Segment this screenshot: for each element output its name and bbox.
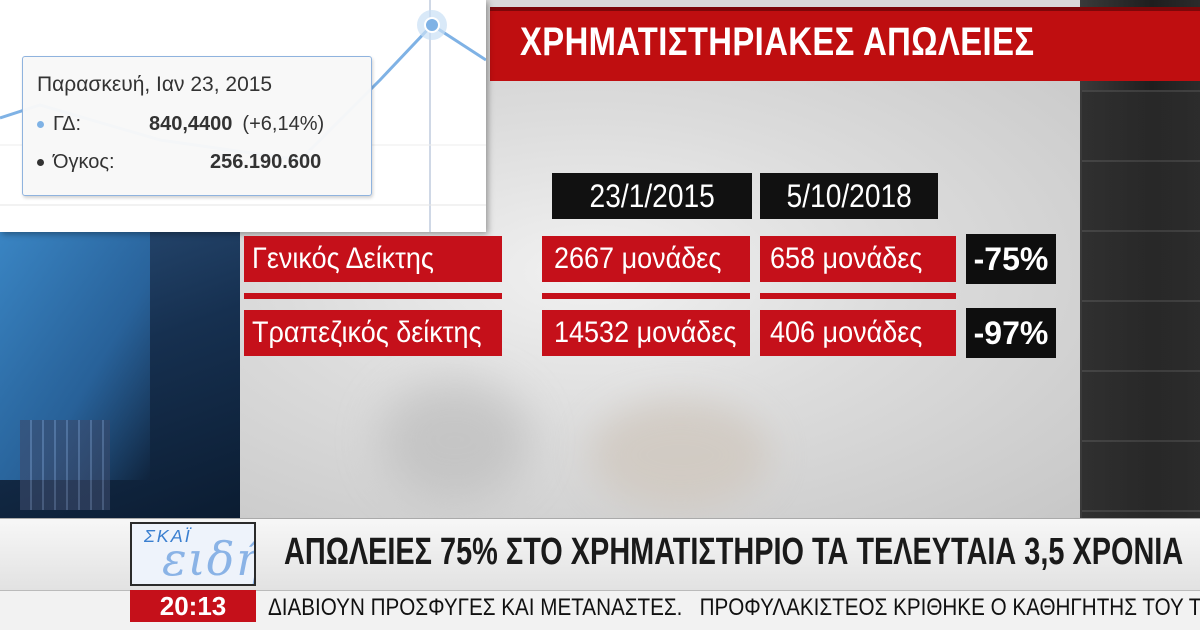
row-separator [244,293,502,299]
tooltip-index-label: ΓΔ: [53,113,82,135]
background-blur-shape [590,400,770,510]
tooltip-index-change: (+6,14%) [242,113,325,135]
change-badge-bank: -97% [966,308,1056,358]
tooltip-index-row: ΓΔ: 840,4400 (+6,14%) [37,113,324,136]
ticker-text: ΔΙΑΒΙΟΥΝ ΠΡΟΣΦΥΓΕΣ ΚΑΙ ΜΕΤΑΝΑΣΤΕΣ. ΠΡΟΦΥ… [268,594,1200,621]
volume-dot-icon [37,159,44,167]
row-label-bank-index: Τραπεζικός δείκτης [244,310,502,356]
lower-third-title: ΑΠΩΛΕΙΕΣ 75% ΣΤΟ ΧΡΗΜΑΤΙΣΤΗΡΙΟ ΤΑ ΤΕΛΕΥΤ… [284,531,1184,573]
tooltip-volume-row: Όγκος: 256.190.600 [37,151,321,174]
series-dot-icon [37,121,44,129]
value-general-2018: 658 μονάδες [760,236,956,282]
tooltip-volume-label: Όγκος: [53,151,115,173]
tooltip-volume-value: 256.190.600 [210,151,322,173]
background-screens [20,420,110,510]
row-label-general-index: Γενικός Δείκτης [244,236,502,282]
background-blur-shape [380,380,530,500]
tooltip-index-value: 840,4400 [149,113,233,135]
background-right-detail [1082,90,1200,520]
change-badge-general: -75% [966,234,1056,284]
value-bank-2018: 406 μονάδες [760,310,956,356]
logo-brand-text: ΣΚΑΪ [144,526,192,546]
value-general-2015: 2667 μονάδες [542,236,750,282]
headline-title: ΧΡΗΜΑΤΙΣΤΗΡΙΑΚΕΣ ΑΠΩΛΕΙΕΣ [520,20,1035,64]
column-header-2018: 5/10/2018 [760,173,938,219]
row-separator [760,293,956,299]
chart-point [424,17,440,33]
chart-tooltip: Παρασκευή, Ιαν 23, 2015 ΓΔ: 840,4400 (+6,1… [22,56,372,196]
tooltip-date: Παρασκευή, Ιαν 23, 2015 [37,73,273,96]
logo-news-text: ειδήσ [162,532,254,586]
row-separator [542,293,750,299]
clock-display: 20:13 [130,590,256,622]
channel-logo: ΣΚΑΪ ειδήσ [130,522,256,586]
column-header-2015: 23/1/2015 [552,173,752,219]
value-bank-2015: 14532 μονάδες [542,310,750,356]
stock-chart-panel: Παρασκευή, Ιαν 23, 2015 ΓΔ: 840,4400 (+6,1… [0,0,486,232]
headline-banner: ΧΡΗΜΑΤΙΣΤΗΡΙΑΚΕΣ ΑΠΩΛΕΙΕΣ [490,7,1200,81]
ticker-viewport: ΔΙΑΒΙΟΥΝ ΠΡΟΣΦΥΓΕΣ ΚΑΙ ΜΕΤΑΝΑΣΤΕΣ. ΠΡΟΦΥ… [262,590,1200,626]
